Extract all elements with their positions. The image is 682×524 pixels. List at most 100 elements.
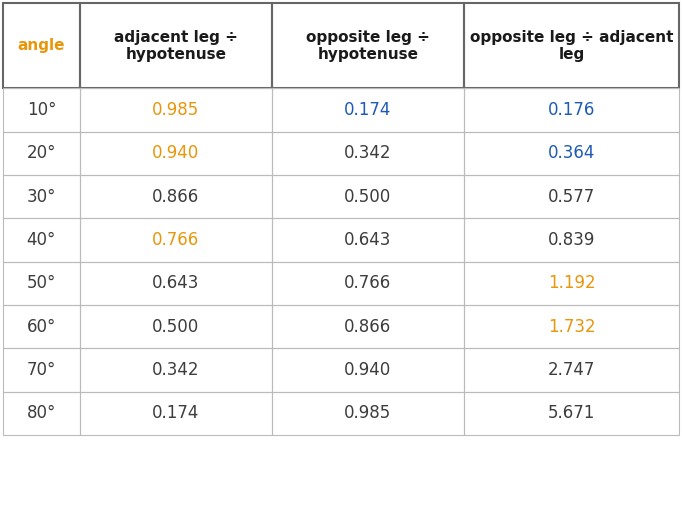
Bar <box>272 348 464 391</box>
Bar <box>80 175 272 219</box>
Text: 0.643: 0.643 <box>152 275 200 292</box>
Text: 30°: 30° <box>27 188 56 206</box>
Text: 40°: 40° <box>27 231 56 249</box>
Bar <box>3 348 80 391</box>
Bar <box>80 219 272 261</box>
Bar <box>3 391 80 435</box>
Text: 1.732: 1.732 <box>548 318 595 336</box>
Text: 20°: 20° <box>27 145 56 162</box>
Bar <box>3 348 80 391</box>
Bar <box>272 348 464 391</box>
Bar <box>272 391 464 435</box>
Text: 0.866: 0.866 <box>344 318 391 336</box>
Bar <box>464 261 679 305</box>
Bar <box>3 261 80 305</box>
Bar <box>80 132 272 175</box>
Text: 0.766: 0.766 <box>344 275 391 292</box>
Bar <box>464 391 679 435</box>
Text: 0.342: 0.342 <box>344 145 391 162</box>
Bar <box>80 132 272 175</box>
Bar <box>464 89 679 132</box>
Text: angle: angle <box>18 38 65 53</box>
Bar <box>80 305 272 348</box>
Bar <box>3 219 80 261</box>
Bar <box>272 305 464 348</box>
Bar <box>3 3 80 89</box>
Bar <box>464 3 679 89</box>
Bar <box>80 261 272 305</box>
Bar <box>464 89 679 132</box>
Bar <box>80 175 272 219</box>
Bar <box>80 261 272 305</box>
Bar <box>80 348 272 391</box>
Bar <box>80 89 272 132</box>
Text: 50°: 50° <box>27 275 56 292</box>
Text: 70°: 70° <box>27 361 56 379</box>
Bar <box>272 261 464 305</box>
Bar <box>3 219 80 261</box>
Bar <box>272 89 464 132</box>
Text: adjacent leg ÷
hypotenuse: adjacent leg ÷ hypotenuse <box>114 29 238 62</box>
Text: 0.766: 0.766 <box>152 231 199 249</box>
Bar <box>3 132 80 175</box>
Text: 0.500: 0.500 <box>344 188 391 206</box>
Bar <box>80 391 272 435</box>
Bar <box>464 132 679 175</box>
Text: 5.671: 5.671 <box>548 404 595 422</box>
Bar <box>3 175 80 219</box>
Text: opposite leg ÷
hypotenuse: opposite leg ÷ hypotenuse <box>306 29 430 62</box>
Text: 0.866: 0.866 <box>152 188 199 206</box>
Bar <box>3 3 80 89</box>
Text: 0.342: 0.342 <box>152 361 200 379</box>
Bar <box>464 305 679 348</box>
Text: 1.192: 1.192 <box>548 275 595 292</box>
Bar <box>80 3 272 89</box>
Bar <box>80 3 272 89</box>
Bar <box>3 89 80 132</box>
Bar <box>272 175 464 219</box>
Bar <box>464 261 679 305</box>
Text: 80°: 80° <box>27 404 56 422</box>
Bar <box>272 219 464 261</box>
Text: 2.747: 2.747 <box>548 361 595 379</box>
Bar <box>272 132 464 175</box>
Bar <box>3 89 80 132</box>
Bar <box>80 348 272 391</box>
Text: 0.985: 0.985 <box>344 404 391 422</box>
Text: 60°: 60° <box>27 318 56 336</box>
Bar <box>3 175 80 219</box>
Text: 0.940: 0.940 <box>152 145 199 162</box>
Bar <box>464 305 679 348</box>
Bar <box>464 175 679 219</box>
Text: 0.643: 0.643 <box>344 231 391 249</box>
Bar <box>272 132 464 175</box>
Bar <box>272 175 464 219</box>
Text: 0.174: 0.174 <box>344 101 391 119</box>
Bar <box>464 391 679 435</box>
Bar <box>464 132 679 175</box>
Text: 0.364: 0.364 <box>548 145 595 162</box>
Bar <box>464 348 679 391</box>
Bar <box>272 3 464 89</box>
Text: 0.839: 0.839 <box>548 231 595 249</box>
Text: 0.500: 0.500 <box>152 318 199 336</box>
Text: 0.940: 0.940 <box>344 361 391 379</box>
Bar <box>80 391 272 435</box>
Bar <box>3 305 80 348</box>
Bar <box>272 219 464 261</box>
Text: 0.176: 0.176 <box>548 101 595 119</box>
Bar <box>464 219 679 261</box>
Text: 0.174: 0.174 <box>152 404 200 422</box>
Text: 0.985: 0.985 <box>152 101 199 119</box>
Bar <box>272 261 464 305</box>
Bar <box>80 305 272 348</box>
Bar <box>464 175 679 219</box>
Bar <box>272 3 464 89</box>
Bar <box>272 305 464 348</box>
Text: opposite leg ÷ adjacent
leg: opposite leg ÷ adjacent leg <box>470 29 673 62</box>
Bar <box>464 348 679 391</box>
Bar <box>464 3 679 89</box>
Bar <box>272 391 464 435</box>
Bar <box>3 132 80 175</box>
Bar <box>3 391 80 435</box>
